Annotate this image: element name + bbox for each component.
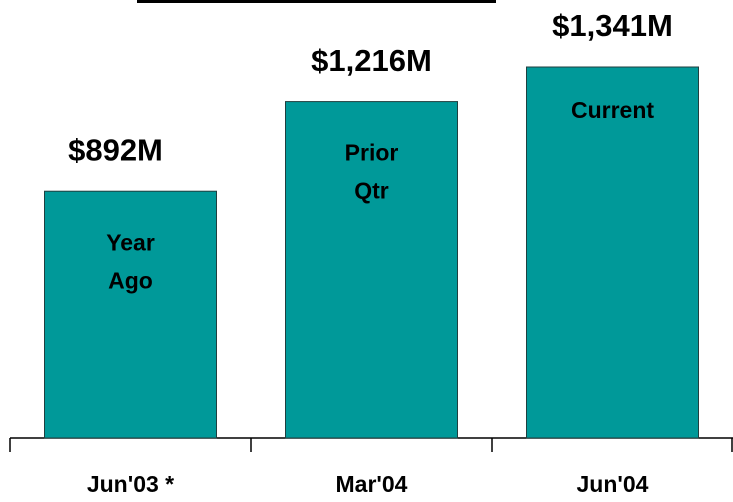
x-tick-label: Jun'03 * xyxy=(87,471,174,497)
bar xyxy=(44,190,217,439)
bar-label: Prior xyxy=(345,140,399,166)
value-label: $1,341M xyxy=(552,8,673,43)
bar-label: Ago xyxy=(108,267,153,293)
x-tick-label: Mar'04 xyxy=(336,471,408,497)
title-rule xyxy=(137,0,496,3)
bar xyxy=(526,66,699,439)
x-tick-label: Jun'04 xyxy=(577,471,649,497)
value-label: $1,216M xyxy=(311,43,432,78)
bar-label: Year xyxy=(106,229,155,255)
bar xyxy=(285,101,458,439)
bar-label: Qtr xyxy=(354,178,389,204)
value-label: $892M xyxy=(68,132,163,167)
bar-label: Current xyxy=(571,97,654,123)
